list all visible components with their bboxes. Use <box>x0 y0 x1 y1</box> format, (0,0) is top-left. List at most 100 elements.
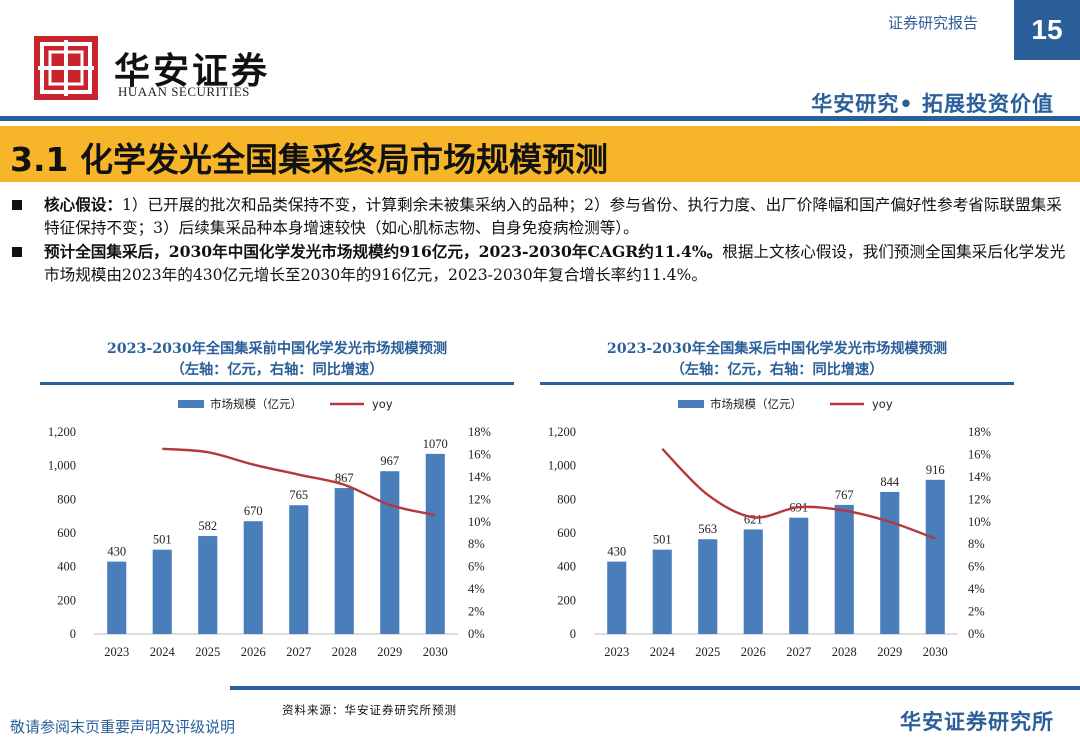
bullet-text: 根据上文核心假设，我们预测全国集采后化学发光市场规模由2023年的430亿元增长… <box>44 243 1066 284</box>
bar <box>334 488 354 634</box>
y-left-tick-label: 200 <box>557 593 576 607</box>
y-right-tick-label: 2% <box>468 605 485 619</box>
y-right-tick-label: 18% <box>968 425 991 439</box>
bar <box>607 561 627 634</box>
y-right-tick-label: 10% <box>968 515 991 529</box>
bar-data-label: 501 <box>153 533 172 547</box>
chart-2-title-rule <box>540 382 1014 385</box>
y-right-tick-label: 12% <box>468 492 491 506</box>
page-number-badge: 15 <box>1014 0 1080 60</box>
chart-2-title: 2023-2030年全国集采后中国化学发光市场规模预测 （左轴：亿元，右轴：同比… <box>540 339 1014 381</box>
y-left-tick-label: 600 <box>557 526 576 540</box>
y-right-tick-label: 16% <box>468 447 491 461</box>
y-left-tick-label: 600 <box>57 526 76 540</box>
chart-legend: 市场规模（亿元） yoy <box>178 397 393 411</box>
header-divider <box>0 116 1080 121</box>
bar-data-label: 844 <box>880 475 900 489</box>
header-slogan: 华安研究• 拓展投资价值 <box>811 92 1054 116</box>
bullet-item-assumptions: 核心假设：1）已开展的批次和品类保持不变，计算剩余未被集采纳入的品种；2）参与省… <box>12 193 1070 240</box>
y-right-tick-label: 4% <box>468 582 485 596</box>
x-tick-label: 2030 <box>423 645 448 659</box>
huaan-logo-icon <box>34 36 98 100</box>
x-tick-label: 2027 <box>786 645 811 659</box>
y-right-tick-label: 18% <box>468 425 491 439</box>
x-tick-label: 2024 <box>150 645 176 659</box>
chart-1-title-line2: （左轴：亿元，右轴：同比增速） <box>170 362 384 378</box>
bar <box>789 517 809 634</box>
x-tick-label: 2030 <box>923 645 948 659</box>
y-right-tick-label: 0% <box>468 627 485 641</box>
bar-data-label: 867 <box>335 471 354 485</box>
y-left-tick-label: 1,200 <box>48 425 76 439</box>
bar-data-label: 621 <box>744 512 763 526</box>
legend-label-yoy: yoy <box>872 397 893 411</box>
bullet-list: 核心假设：1）已开展的批次和品类保持不变，计算剩余未被集采纳入的品种；2）参与省… <box>12 193 1070 287</box>
y-left-tick-label: 200 <box>57 593 76 607</box>
x-tick-label: 2023 <box>604 645 629 659</box>
chart-2-title-line1: 2023-2030年全国集采后中国化学发光市场规模预测 <box>606 341 948 357</box>
bar-data-label: 765 <box>289 488 308 502</box>
section-title: 3.1 化学发光全国集采终局市场规模预测 <box>10 140 608 179</box>
bar-data-label: 967 <box>380 454 399 468</box>
chart-1-title: 2023-2030年全国集采前中国化学发光市场规模预测 （左轴：亿元，右轴：同比… <box>40 339 514 381</box>
source-note: 资料来源：华安证券研究所预测 <box>282 703 457 717</box>
y-right-tick-label: 8% <box>468 537 485 551</box>
chart-1-title-line1: 2023-2030年全国集采前中国化学发光市场规模预测 <box>106 341 448 357</box>
bar <box>289 505 309 634</box>
bar <box>380 471 400 634</box>
y-left-tick-label: 0 <box>570 627 576 641</box>
bar-data-label: 916 <box>926 463 945 477</box>
x-tick-label: 2026 <box>241 645 266 659</box>
y-left-tick-label: 1,000 <box>48 459 76 473</box>
bullet-square-icon <box>12 247 22 257</box>
legend-label-market-size: 市场规模（亿元） <box>210 397 302 411</box>
source-divider <box>230 686 1080 690</box>
page-number: 15 <box>1031 14 1063 45</box>
bar <box>198 536 218 634</box>
y-right-tick-label: 6% <box>468 560 485 574</box>
footer-brand: 华安证券研究所 <box>900 710 1054 734</box>
y-right-tick-label: 12% <box>968 492 991 506</box>
y-right-tick-label: 14% <box>468 470 491 484</box>
bar <box>107 561 127 634</box>
y-right-tick-label: 2% <box>968 605 985 619</box>
y-left-tick-label: 400 <box>57 560 76 574</box>
bar-data-label: 582 <box>198 519 217 533</box>
logo-english-text: HUAAN SECURITIES <box>118 84 250 99</box>
y-right-tick-label: 14% <box>968 470 991 484</box>
bullet-lead: 预计全国集采后，2030年中国化学发光市场规模约916亿元，2023-2030年… <box>44 242 723 261</box>
bar <box>652 549 672 634</box>
x-tick-label: 2025 <box>195 645 220 659</box>
legend-bar-swatch <box>178 400 204 408</box>
chart-2-title-line2: （左轴：亿元，右轴：同比增速） <box>670 362 884 378</box>
footer-disclaimer: 敬请参阅末页重要声明及评级说明 <box>10 718 236 736</box>
x-tick-label: 2029 <box>377 645 402 659</box>
bar <box>152 549 172 634</box>
bar-data-label: 670 <box>244 504 263 518</box>
bar <box>698 539 718 634</box>
x-tick-label: 2024 <box>650 645 676 659</box>
section-title-bar <box>0 126 1080 182</box>
logo-chinese-text: 华安证券 <box>114 50 271 92</box>
bar <box>834 504 854 634</box>
y-left-tick-label: 0 <box>70 627 76 641</box>
y-right-tick-label: 8% <box>968 537 985 551</box>
bar-data-label: 563 <box>698 522 717 536</box>
y-right-tick-label: 10% <box>468 515 491 529</box>
y-right-tick-label: 16% <box>968 447 991 461</box>
chart-2-svg: 市场规模（亿元） yoy 0 200 400 600 800 1,000 1,200 0% 2% 4%… <box>548 397 991 659</box>
bar-data-label: 767 <box>835 488 854 502</box>
chart-1-title-rule <box>40 382 514 385</box>
y-left-tick-label: 1,000 <box>548 459 576 473</box>
bullet-lead: 核心假设： <box>44 195 122 214</box>
legend-label-yoy: yoy <box>372 397 393 411</box>
bar <box>743 529 763 634</box>
legend-bar-swatch <box>678 400 704 408</box>
x-tick-label: 2028 <box>832 645 857 659</box>
bar <box>243 521 263 634</box>
y-right-tick-label: 4% <box>968 582 985 596</box>
bullet-text: 1）已开展的批次和品类保持不变，计算剩余未被集采纳入的品种；2）参与省份、执行力… <box>44 196 1062 237</box>
y-right-tick-label: 0% <box>968 627 985 641</box>
bar <box>925 479 945 634</box>
chart-1-svg: 市场规模（亿元） yoy 0 200 400 600 800 1,000 1,200 0% 2% 4%… <box>48 397 491 659</box>
